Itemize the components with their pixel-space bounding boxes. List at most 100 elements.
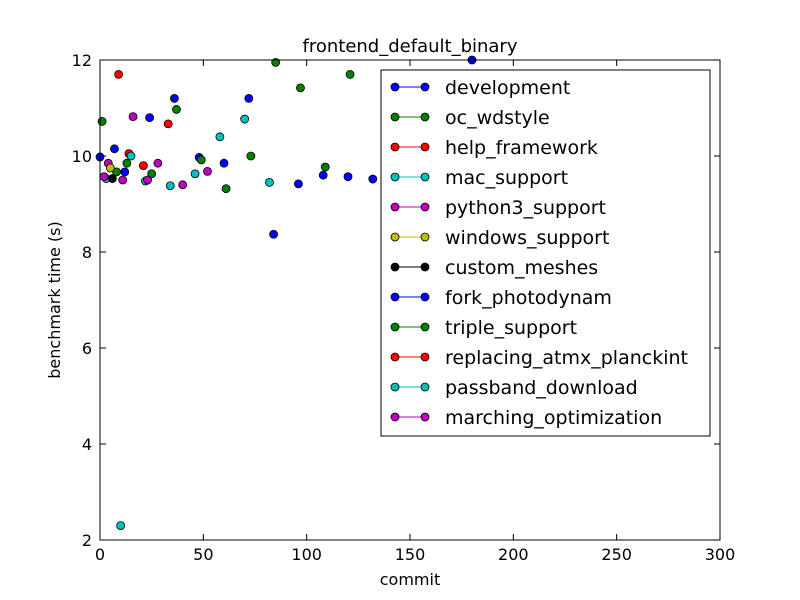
legend-marker xyxy=(420,202,430,212)
legend-entry: development xyxy=(390,77,570,99)
series-development xyxy=(95,55,477,239)
legend-entry: passband_download xyxy=(390,377,638,399)
chart-title: frontend_default_binary xyxy=(303,36,518,57)
x-tick-label: 100 xyxy=(291,545,322,564)
data-point xyxy=(108,174,117,183)
y-tick-label: 12 xyxy=(72,51,92,70)
legend-label: custom_meshes xyxy=(445,257,598,279)
data-point xyxy=(215,132,225,142)
data-point xyxy=(269,229,279,239)
data-point xyxy=(116,521,126,530)
legend-label: passband_download xyxy=(445,377,638,399)
x-axis-label: commit xyxy=(380,570,440,589)
legend-marker xyxy=(390,202,400,212)
data-point xyxy=(293,179,303,189)
legend-marker xyxy=(420,322,430,332)
y-tick-label: 6 xyxy=(82,339,92,358)
data-point xyxy=(318,170,328,180)
data-point xyxy=(97,117,107,126)
data-point xyxy=(153,158,163,168)
data-point xyxy=(203,166,212,176)
legend-marker xyxy=(390,412,400,422)
legend-marker xyxy=(420,352,430,362)
plot-frame xyxy=(99,59,721,541)
x-tick-label: 200 xyxy=(498,545,529,564)
legend-label: fork_photodynam xyxy=(445,287,612,309)
legend-label: python3_support xyxy=(445,197,606,219)
x-tick-label: 300 xyxy=(705,545,736,564)
data-point xyxy=(118,175,128,185)
legend-label: windows_support xyxy=(445,227,609,249)
legend-marker xyxy=(420,172,430,182)
legend-marker xyxy=(390,232,400,242)
data-point xyxy=(138,161,148,171)
data-point xyxy=(163,119,173,129)
legend-label: triple_support xyxy=(445,317,577,339)
data-point xyxy=(147,169,157,179)
legend-marker xyxy=(420,292,430,302)
legend-marker xyxy=(390,142,400,152)
series-oc-wdstyle xyxy=(97,58,355,194)
data-point xyxy=(221,184,231,194)
data-point xyxy=(114,70,123,79)
legend-marker xyxy=(420,142,430,152)
legend-marker xyxy=(390,262,400,272)
legend-marker xyxy=(390,322,400,332)
data-point xyxy=(110,144,119,154)
y-tick-label: 8 xyxy=(82,243,92,262)
data-point xyxy=(165,181,175,191)
data-point xyxy=(128,112,138,122)
legend-marker xyxy=(420,82,430,92)
x-tick-label: 150 xyxy=(395,545,426,564)
legend-entry: windows_support xyxy=(390,227,609,249)
series-custom-meshes xyxy=(108,174,117,183)
y-tick-label: 4 xyxy=(82,435,92,454)
data-point xyxy=(320,162,330,172)
legend-box xyxy=(380,69,711,437)
data-points xyxy=(95,55,477,530)
data-point xyxy=(368,174,378,184)
legend-entry: custom_meshes xyxy=(390,257,598,279)
legend-label: mac_support xyxy=(445,167,568,189)
data-point xyxy=(105,163,115,173)
data-point xyxy=(172,105,181,114)
data-point xyxy=(145,113,155,122)
data-point xyxy=(126,151,136,161)
data-point xyxy=(112,167,121,177)
series-windows-support xyxy=(105,163,115,173)
data-point xyxy=(345,70,355,79)
data-point xyxy=(99,172,109,182)
y-tick-label: 10 xyxy=(72,147,92,166)
data-point xyxy=(190,169,200,179)
legend-marker xyxy=(420,382,430,392)
legend-label: oc_wdstyle xyxy=(445,107,550,129)
data-point xyxy=(296,83,305,93)
x-tick-label: 0 xyxy=(95,545,105,564)
legend-marker xyxy=(390,352,400,362)
data-point xyxy=(343,172,353,182)
data-point xyxy=(219,158,229,168)
legend-marker xyxy=(420,262,430,272)
legend-marker xyxy=(420,112,430,122)
data-point xyxy=(143,175,152,185)
data-point xyxy=(120,167,130,177)
legend-entry: oc_wdstyle xyxy=(390,107,550,129)
data-point xyxy=(196,155,206,165)
y-axis-label: benchmark time (s) xyxy=(45,221,64,378)
x-tick-label: 250 xyxy=(601,545,632,564)
legend-marker xyxy=(390,172,400,182)
legend-marker xyxy=(390,82,400,92)
data-point xyxy=(122,158,132,168)
data-point xyxy=(240,114,250,124)
legend-entry: help_framework xyxy=(390,137,598,159)
legend-marker xyxy=(390,382,400,392)
legend: development oc_wdstyle help_framework mac_s… xyxy=(380,69,711,437)
x-tick-label: 50 xyxy=(193,545,213,564)
data-point xyxy=(265,177,274,187)
legend-label: development xyxy=(445,77,570,99)
legend-label: replacing_atmx_planckint xyxy=(445,347,688,369)
data-point xyxy=(169,94,179,103)
data-point xyxy=(246,151,256,161)
legend-marker xyxy=(390,112,400,122)
